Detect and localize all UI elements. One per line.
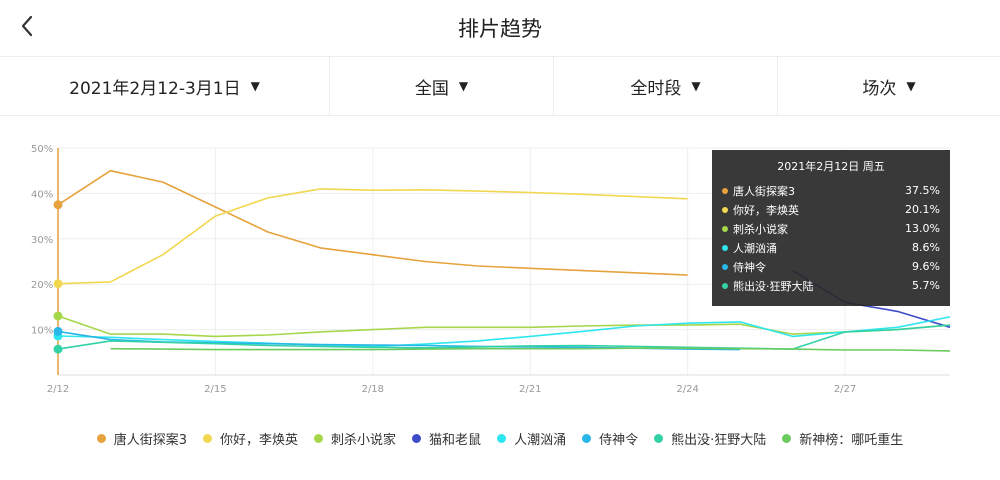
tooltip-row: 人潮汹涌 8.6% [722,238,940,257]
legend-item[interactable]: 唐人街探案3 [96,429,188,448]
chart-tooltip: 2021年2月12日 周五 唐人街探案3 37.5% 你好，李焕英 20.1% 刺杀小说… [712,150,950,306]
tooltip-series-value: 13.0% [905,222,940,235]
chart-legend: 唐人街探案3 你好，李焕英 刺杀小说家 猫和老鼠 人潮汹涌 侍神令 熊出没·狂野大陆 新神榜：… [0,426,1000,450]
filter-metric-label: 场次 [862,78,897,99]
tooltip-series-name: 你好，李焕英 [733,203,799,217]
legend-label: 你好，李焕英 [220,432,299,448]
tooltip-series-value: 5.7% [912,279,940,292]
series-point [53,326,63,336]
tooltip-row: 刺杀小说家 13.0% [722,219,940,238]
tooltip-series-name: 唐人街探案3 [733,184,795,198]
caret-down-icon: ▼ [250,79,260,93]
legend-item[interactable]: 猫和老鼠 [412,429,481,448]
legend-dot-icon [654,433,664,443]
series-dot-icon [722,263,728,270]
series-line [57,169,688,276]
series-dot-icon [722,225,728,232]
trend-chart: 10% 20% 30% 40% 50% 2/12 2/15 2/18 2/21 2/24 2/27 [0,120,1000,410]
y-tick-label: 50% [31,144,53,155]
series-line [57,315,951,338]
legend-dot-icon [203,433,213,443]
legend-item[interactable]: 你好，李焕英 [203,429,298,448]
y-tick-label: 30% [31,235,53,246]
filter-metric[interactable]: 场次 ▼ [778,57,1000,115]
chevron-left-icon[interactable] [14,12,42,40]
legend-label: 猫和老鼠 [429,432,482,448]
series-point [53,200,63,210]
caret-down-icon: ▼ [906,79,916,93]
series-dot-icon [722,206,728,213]
caret-down-icon: ▼ [458,79,469,93]
series-dot-icon [722,187,728,194]
legend-item[interactable]: 侍神令 [582,429,638,448]
tooltip-row: 侍神令 9.6% [722,257,940,276]
filter-region-label: 全国 [414,78,449,99]
filter-region[interactable]: 全国 ▼ [330,57,554,115]
legend-dot-icon [782,433,792,443]
filter-time-slot[interactable]: 全时段 ▼ [554,57,778,115]
legend-label: 新神榜：哪吒重生 [799,432,904,448]
series-dot-icon [722,244,728,251]
series-line [57,316,951,348]
legend-dot-icon [497,433,507,443]
tooltip-row: 你好，李焕英 20.1% [722,200,940,219]
legend-label: 熊出没·狂野大陆 [671,432,767,448]
tooltip-title: 2021年2月12日 周五 [777,160,885,173]
filter-date-range[interactable]: 2021年2月12-3月1日 ▼ [0,57,330,115]
series-line [57,324,951,350]
legend-label: 唐人街探案3 [113,432,188,448]
series-dot-icon [722,282,728,289]
y-tick-label: 10% [31,326,53,337]
tooltip-series-name: 侍神令 [733,260,766,274]
legend-label: 刺杀小说家 [331,432,397,448]
series-point [53,279,63,289]
legend-label: 侍神令 [599,432,639,448]
series-point [53,311,63,321]
series-line [110,347,951,352]
x-tick-label: 2/24 [676,384,698,395]
x-tick-label: 2/21 [519,384,541,395]
y-tick-label: 20% [31,280,53,291]
x-tick-label: 2/18 [362,384,384,395]
tooltip-series-value: 37.5% [905,184,940,197]
legend-item[interactable]: 新神榜：哪吒重生 [782,429,903,448]
trend-chart-svg: 10% 20% 30% 40% 50% 2/12 2/15 2/18 2/21 2/24 2/27 [31,144,951,395]
legend-label: 人潮汹涌 [514,432,567,448]
tooltip-series-value: 20.1% [905,203,940,216]
legend-dot-icon [314,433,324,443]
tooltip-rows: 唐人街探案3 37.5% 你好，李焕英 20.1% 刺杀小说家 13.0% 人潮汹涌 8.6%… [722,181,940,295]
filter-time-slot-label: 全时段 [630,78,682,99]
legend-dot-icon [96,433,106,443]
y-tick-label: 40% [31,189,53,200]
app-header: 排片趋势 [0,0,1000,57]
legend-dot-icon [582,433,592,443]
x-tick-label: 2/15 [204,384,226,395]
legend-item[interactable]: 刺杀小说家 [314,429,396,448]
tooltip-series-name: 熊出没·狂野大陆 [733,279,814,293]
series-point [53,344,63,354]
tooltip-row: 熊出没·狂野大陆 5.7% [722,276,940,295]
tooltip-row: 唐人街探案3 37.5% [722,181,940,200]
tooltip-series-name: 人潮汹涌 [733,241,777,255]
tooltip-series-value: 9.6% [912,260,940,273]
series-line [57,188,688,285]
x-tick-label: 2/27 [834,384,856,395]
filter-date-range-label: 2021年2月12-3月1日 [69,78,241,99]
caret-down-icon: ▼ [691,79,701,93]
legend-item[interactable]: 熊出没·狂野大陆 [654,429,766,448]
tooltip-series-value: 8.6% [912,241,940,254]
legend-dot-icon [412,433,422,443]
x-tick-label: 2/12 [47,384,69,395]
page-title: 排片趋势 [458,17,542,41]
filter-bar: 2021年2月12-3月1日 ▼ 全国 ▼ 全时段 ▼ 场次 ▼ [0,57,1000,116]
legend-item[interactable]: 人潮汹涌 [497,429,566,448]
tooltip-series-name: 刺杀小说家 [733,222,788,236]
